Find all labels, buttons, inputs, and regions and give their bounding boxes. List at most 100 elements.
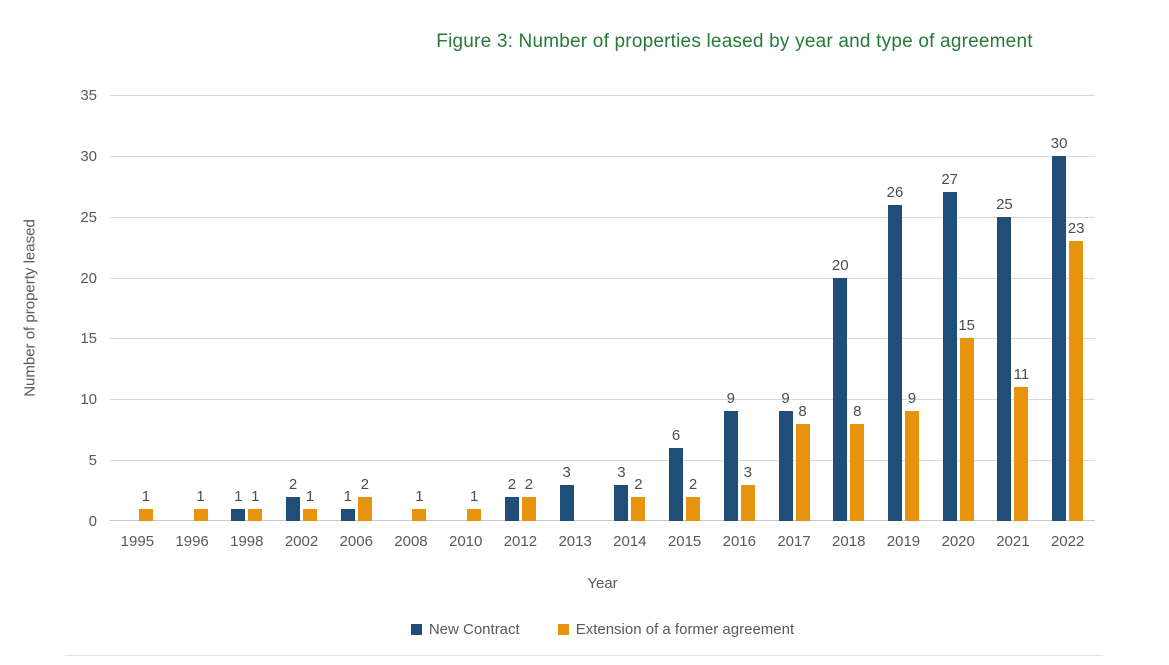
legend: New Contract Extension of a former agreem… [110, 621, 1095, 638]
bar-slot-extension-of-a-former-agreement-1995: 1 [138, 489, 153, 521]
bar-extension-of-a-former-agreement-1996 [193, 508, 208, 521]
legend-label: Extension of a former agreement [575, 621, 795, 638]
x-axis-title: Year [587, 575, 618, 592]
x-tick-label-2018: 2018 [832, 533, 866, 550]
bar-slot-extension-of-a-former-agreement-2020: 15 [958, 317, 976, 521]
x-tick-label-2006: 2006 [339, 533, 373, 550]
data-label-extension-of-a-former-agreement-2016: 3 [743, 463, 752, 481]
bar-extension-of-a-former-agreement-2006 [357, 496, 372, 521]
data-label-extension-of-a-former-agreement-2012: 2 [524, 475, 534, 493]
bar-slot-extension-of-a-former-agreement-2002: 1 [303, 487, 318, 521]
bar-slot-extension-of-a-former-agreement-2022: 23 [1068, 221, 1084, 521]
bar-new-contract-2017 [778, 411, 793, 521]
x-tick-label-1998: 1998 [230, 533, 264, 550]
bar-new-contract-2018 [833, 277, 848, 521]
data-label-new-contract-2002: 2 [288, 475, 298, 493]
bar-slot-extension-of-a-former-agreement-2017: 8 [795, 404, 810, 521]
bar-extension-of-a-former-agreement-2014 [631, 496, 646, 521]
data-label-new-contract-2019: 26 [886, 183, 904, 201]
bar-slot-new-contract-2022: 30 [1050, 134, 1068, 521]
legend-label: New Contract [428, 621, 520, 638]
data-label-new-contract-1998: 1 [234, 487, 243, 505]
x-tick-label-2002: 2002 [284, 533, 319, 550]
x-tick-label-2021: 2021 [996, 533, 1030, 550]
data-label-extension-of-a-former-agreement-2019: 9 [907, 390, 917, 408]
data-label-extension-of-a-former-agreement-1998: 1 [251, 487, 260, 505]
legend-swatch-icon [557, 624, 569, 635]
x-tick-label-1996: 1996 [175, 533, 209, 550]
bar-new-contract-2006 [340, 508, 355, 521]
x-tick-label-2017: 2017 [777, 533, 811, 550]
bar-group-1995: 1 [110, 95, 165, 521]
data-label-extension-of-a-former-agreement-2014: 2 [634, 475, 643, 493]
x-tick-label-2013: 2013 [558, 533, 592, 550]
bar-new-contract-2016 [723, 411, 738, 521]
data-label-new-contract-2006: 1 [343, 487, 352, 505]
data-label-extension-of-a-former-agreement-2002: 1 [305, 487, 315, 505]
bar-slot-extension-of-a-former-agreement-2015: 2 [686, 475, 701, 521]
y-tick-label-0: 0 [88, 513, 97, 530]
bar-group-2010: 1 [438, 95, 493, 521]
data-label-extension-of-a-former-agreement-2015: 2 [688, 475, 698, 493]
y-tick-label-30: 30 [80, 148, 97, 165]
bar-extension-of-a-former-agreement-2008 [412, 508, 427, 521]
data-label-new-contract-2014: 3 [617, 463, 626, 481]
data-label-new-contract-2018: 20 [831, 256, 849, 274]
x-tick-label-2020: 2020 [941, 533, 975, 550]
bar-slot-extension-of-a-former-agreement-2006: 2 [357, 477, 372, 521]
data-label-new-contract-2021: 25 [996, 195, 1013, 213]
gridline-15 [110, 338, 1095, 339]
bar-slot-extension-of-a-former-agreement-2016: 3 [740, 463, 755, 521]
x-axis-line [110, 520, 1095, 521]
bar-slot-extension-of-a-former-agreement-2014: 2 [631, 475, 646, 521]
x-tick-label-1995: 1995 [120, 533, 155, 550]
data-label-extension-of-a-former-agreement-2018: 8 [853, 402, 862, 420]
y-tick-label-20: 20 [80, 270, 97, 287]
data-label-extension-of-a-former-agreement-2010: 1 [470, 487, 479, 505]
data-label-extension-of-a-former-agreement-2008: 1 [415, 487, 424, 505]
bar-group-2019: 26 9 [876, 95, 931, 521]
bar-slot-extension-of-a-former-agreement-1996: 1 [193, 489, 208, 521]
bar-slot-new-contract-2014: 3 [614, 463, 629, 521]
bar-group-2013: 3 [548, 95, 603, 521]
bar-extension-of-a-former-agreement-1995 [138, 508, 153, 521]
chart-title: Figure 3: Number of properties leased by… [436, 31, 1033, 52]
bar-new-contract-2012 [504, 496, 519, 521]
x-tick-label-2016: 2016 [722, 533, 756, 550]
data-label-new-contract-2013: 3 [562, 463, 571, 481]
bar-extension-of-a-former-agreement-2002 [303, 508, 318, 521]
bar-extension-of-a-former-agreement-2012 [521, 496, 536, 521]
bar-extension-of-a-former-agreement-2022 [1069, 241, 1084, 521]
bar-slot-new-contract-2006: 1 [340, 487, 355, 521]
bar-slot-new-contract-2019: 26 [886, 183, 904, 521]
bar-new-contract-2002 [286, 496, 301, 521]
y-tick-label-15: 15 [80, 330, 97, 347]
y-tick-label-10: 10 [80, 391, 97, 408]
bar-slot-new-contract-2017: 9 [778, 391, 793, 521]
bar-new-contract-2019 [887, 204, 902, 521]
data-label-new-contract-2022: 30 [1050, 134, 1068, 152]
data-label-extension-of-a-former-agreement-2021: 11 [1013, 366, 1030, 384]
x-tick-label-2010: 2010 [449, 533, 483, 550]
y-tick-label-35: 35 [80, 87, 97, 104]
gridline-35 [110, 95, 1095, 96]
bar-slot-new-contract-2018: 20 [831, 256, 849, 521]
bar-group-2020: 27 15 [931, 95, 986, 521]
bar-extension-of-a-former-agreement-2018 [850, 423, 865, 521]
bar-slot-new-contract-2002: 2 [286, 475, 301, 521]
gridline-30 [110, 156, 1095, 157]
bar-slot-new-contract-2021: 25 [996, 195, 1013, 521]
bar-extension-of-a-former-agreement-2016 [740, 484, 755, 521]
data-label-extension-of-a-former-agreement-2020: 15 [958, 317, 976, 335]
bar-slot-new-contract-2013: 3 [559, 463, 574, 521]
bar-extension-of-a-former-agreement-2020 [959, 338, 974, 521]
bar-slot-extension-of-a-former-agreement-2021: 11 [1013, 366, 1030, 521]
bar-slot-new-contract-2012: 2 [504, 477, 519, 521]
bar-slot-extension-of-a-former-agreement-1998: 1 [248, 487, 263, 521]
